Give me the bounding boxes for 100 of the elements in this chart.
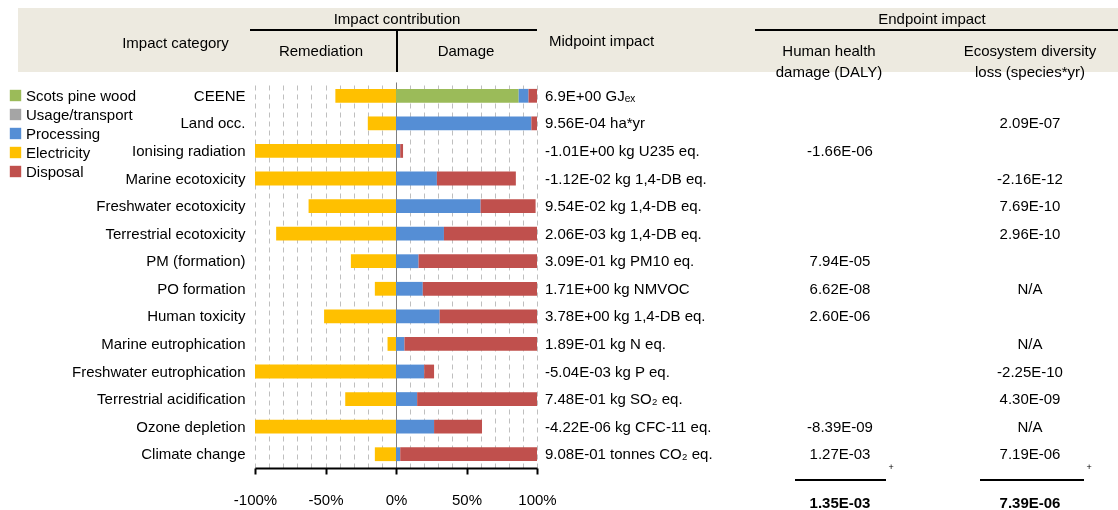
text: N/A xyxy=(1017,279,1043,297)
bar xyxy=(480,199,536,213)
text: 3.78E+00 kg 1,4-DB eq. xyxy=(545,307,706,325)
bar xyxy=(434,419,483,434)
bar xyxy=(255,144,396,158)
bar xyxy=(531,116,537,131)
bar xyxy=(396,116,532,131)
bar xyxy=(335,88,396,103)
bar xyxy=(374,447,396,462)
text: Endpoint impact xyxy=(878,10,987,27)
y-tick-label: PO formation xyxy=(157,279,246,297)
text: N/A xyxy=(1017,417,1043,435)
text: 7.69E-10 xyxy=(999,197,1061,215)
text: Damage xyxy=(437,42,495,59)
y-tick-label: Human toxicity xyxy=(147,307,246,325)
bar xyxy=(324,309,396,324)
bar xyxy=(443,226,537,241)
text: Human health damage (DALY) xyxy=(775,42,883,80)
bar xyxy=(396,254,419,269)
bar xyxy=(367,116,396,131)
y-tick-label: Marine eutrophication xyxy=(101,334,246,352)
text: + xyxy=(888,462,894,472)
text: 9.56E-04 ha*yr xyxy=(545,114,646,132)
bar xyxy=(345,392,396,406)
bar xyxy=(400,144,404,158)
legend-label: Usage/transport xyxy=(26,105,134,123)
y-tick-label: Land occ. xyxy=(180,114,246,132)
text: -1.12E-02 kg 1,4-DB eq. xyxy=(545,169,707,187)
x-tick-label: -100% xyxy=(233,490,278,508)
y-tick-label: Climate change xyxy=(141,445,246,463)
text: 2.60E-06 xyxy=(809,307,871,325)
bar xyxy=(255,171,396,186)
text: 1.89E-01 kg N eq. xyxy=(545,334,666,352)
text: -2.25E-10 xyxy=(997,362,1063,380)
text: + xyxy=(1086,462,1092,472)
y-tick-label: Terrestrial ecotoxicity xyxy=(105,224,246,242)
bar xyxy=(418,254,537,269)
text: N/A xyxy=(1017,334,1043,352)
bar xyxy=(396,447,401,462)
bar xyxy=(255,419,396,434)
text: Remediation xyxy=(278,42,364,59)
text: 4.30E-09 xyxy=(999,390,1061,408)
y-tick-label: Ozone depletion xyxy=(136,417,246,435)
bar xyxy=(350,254,396,269)
y-tick-label: Marine ecotoxicity xyxy=(125,169,246,187)
y-tick-label: Freshwater eutrophication xyxy=(72,362,246,380)
text: -8.39E-09 xyxy=(807,417,873,435)
text: 7.94E-05 xyxy=(809,252,871,270)
bar xyxy=(396,364,425,379)
bar xyxy=(396,171,437,186)
y-tick-label: Freshwater ecotoxicity xyxy=(96,197,246,215)
text: 1.35E-03 xyxy=(809,494,871,510)
bar xyxy=(528,88,537,103)
x-tick-label: 0% xyxy=(385,490,408,508)
bar xyxy=(396,226,444,241)
y-tick-label: Terrestrial acidification xyxy=(97,390,246,408)
text: 7.19E-06 xyxy=(999,445,1061,463)
legend-label: Disposal xyxy=(26,162,84,180)
text: 6.9E+00 GJₑₓ xyxy=(545,86,636,104)
text: Impact contribution xyxy=(333,10,461,27)
bar xyxy=(518,88,529,103)
text: 1.71E+00 kg NMVOC xyxy=(545,279,690,297)
legend-label: Electricity xyxy=(26,143,91,161)
bar xyxy=(396,309,440,324)
bar xyxy=(396,281,423,296)
bar xyxy=(396,199,481,213)
bar xyxy=(422,281,537,296)
legend-label: Scots pine wood xyxy=(26,86,137,104)
bar xyxy=(276,226,396,241)
y-axis-title: Impact category xyxy=(122,33,230,51)
text: 2.06E-03 kg 1,4-DB eq. xyxy=(545,224,702,242)
bar xyxy=(255,364,396,379)
bar xyxy=(400,447,537,462)
bar xyxy=(436,171,516,186)
x-tick-label: 50% xyxy=(451,490,483,508)
bar xyxy=(404,337,537,351)
bar xyxy=(396,144,401,158)
bar xyxy=(374,281,396,296)
bar xyxy=(439,309,537,324)
bar xyxy=(396,392,418,406)
text: -1.01E+00 kg U235 eq. xyxy=(545,141,700,159)
text: -2.16E-12 xyxy=(997,169,1063,187)
y-tick-label: CEENE xyxy=(193,86,246,104)
text: Midpoint impact xyxy=(549,32,655,49)
text: 6.62E-08 xyxy=(809,279,871,297)
legend-label: Processing xyxy=(26,124,101,142)
text: Ecosystem diversity loss (species*yr) xyxy=(963,42,1097,80)
bar xyxy=(396,419,435,434)
bar xyxy=(424,364,435,379)
x-tick-label: -50% xyxy=(308,490,344,508)
x-tick-label: 100% xyxy=(518,490,557,508)
text: 7.39E-06 xyxy=(999,494,1061,510)
y-tick-label: PM (formation) xyxy=(146,252,246,270)
bar xyxy=(387,337,396,351)
bar xyxy=(396,88,519,103)
text: -5.04E-03 kg P eq. xyxy=(545,362,670,380)
bar xyxy=(417,392,537,406)
text: 9.08E-01 tonnes CO₂ eq. xyxy=(545,445,713,463)
y-tick-label: Ionising radiation xyxy=(132,141,246,159)
text: 2.09E-07 xyxy=(999,114,1061,132)
